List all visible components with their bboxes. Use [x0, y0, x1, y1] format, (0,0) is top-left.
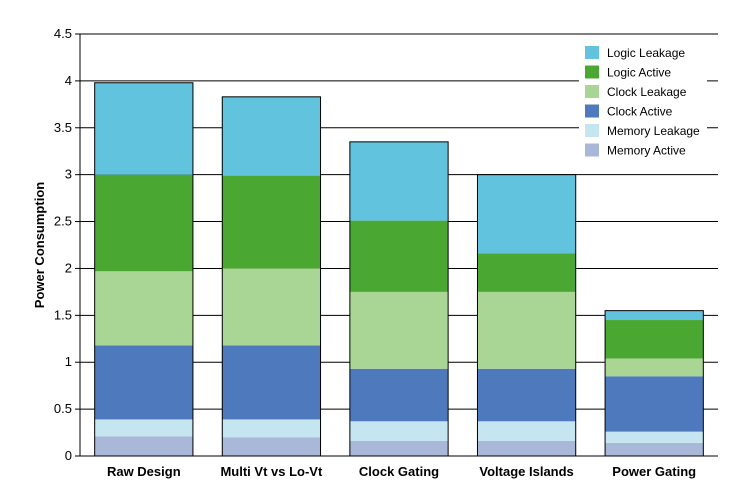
y-tick-label: 0 — [65, 448, 72, 463]
bar-segment — [605, 358, 704, 377]
legend-swatch — [585, 143, 599, 157]
y-tick-label: 1.5 — [54, 307, 72, 322]
legend-label: Memory Leakage — [607, 124, 700, 138]
legend-label: Clock Active — [607, 105, 673, 119]
bar-stack — [221, 96, 322, 457]
bar-segment — [94, 271, 193, 346]
y-tick-label: 2 — [65, 260, 72, 275]
y-tick-label: 4 — [65, 73, 72, 88]
x-category-label: Power Gating — [612, 464, 696, 479]
legend-label: Logic Active — [607, 66, 671, 80]
legend-swatch — [585, 46, 599, 59]
y-tick-label: 2.5 — [54, 214, 72, 229]
x-category-labels: Raw Design Multi Vt vs Lo-Vt Clock Gating V… — [107, 464, 696, 479]
bar-segment — [349, 291, 449, 369]
legend-item: Memory Active — [585, 143, 686, 158]
legend-swatch — [585, 65, 599, 79]
bar-stack — [604, 310, 704, 457]
legend-swatch — [585, 85, 599, 98]
bar-segment — [477, 291, 576, 369]
bar-stack — [94, 82, 194, 457]
x-category-label: Clock Gating — [359, 464, 439, 479]
legend-label: Logic Leakage — [607, 46, 685, 60]
y-tick-label: 3.5 — [54, 120, 72, 135]
bar-segment — [94, 419, 193, 437]
bar-stack — [476, 174, 577, 457]
x-category-label: Raw Design — [107, 464, 181, 479]
y-tick-label: 0.5 — [54, 401, 72, 416]
x-category-label: Voltage Islands — [479, 464, 573, 479]
bar-stack — [349, 141, 449, 457]
bar-segment — [94, 82, 193, 175]
bar-segment — [222, 96, 321, 176]
y-tick-label: 1 — [65, 354, 72, 369]
bars — [94, 82, 704, 457]
bar-segment — [605, 310, 704, 321]
bar-segment — [222, 345, 321, 420]
legend-item: Logic Active — [585, 65, 671, 80]
legend: Logic Leakage Logic Active Clock Leakage Cl… — [579, 40, 707, 162]
bar-segment — [349, 421, 449, 441]
bar-segment — [349, 440, 449, 456]
y-tick-label: 4.5 — [54, 26, 72, 41]
legend-item: Logic Leakage — [585, 46, 685, 60]
bar-segment — [605, 376, 704, 432]
bar-segment — [477, 253, 576, 292]
legend-item: Memory Leakage — [585, 124, 700, 138]
bar-segment — [605, 320, 704, 359]
bar-segment — [94, 345, 193, 420]
legend-item: Clock Active — [585, 104, 673, 119]
bar-segment — [477, 421, 576, 441]
legend-box — [579, 40, 707, 162]
y-tick-labels: 0 0.5 1 1.5 2 2.5 3 3.5 4 4.5 — [54, 26, 80, 463]
bar-segment — [605, 431, 704, 443]
legend-swatch — [585, 104, 599, 118]
axes — [79, 34, 718, 457]
x-category-label: Multi Vt vs Lo-Vt — [220, 464, 323, 479]
bar-segment — [222, 419, 321, 438]
bar-segment — [94, 436, 193, 456]
bar-segment — [222, 268, 321, 346]
bar-segment — [477, 368, 576, 422]
legend-label: Memory Active — [607, 144, 686, 158]
bar-segment — [349, 368, 449, 422]
bar-segment — [222, 175, 321, 269]
bar-segment — [605, 442, 704, 456]
y-axis-title: Power Consumption — [32, 182, 47, 308]
legend-swatch — [585, 124, 599, 137]
bar-segment — [477, 440, 576, 456]
bar-segment — [94, 174, 193, 272]
bar-segment — [349, 141, 449, 221]
bar-segment — [222, 437, 321, 456]
bar-segment — [349, 220, 449, 292]
legend-label: Clock Leakage — [607, 85, 687, 99]
y-tick-label: 3 — [65, 167, 72, 182]
legend-item: Clock Leakage — [585, 85, 687, 99]
bar-segment — [477, 174, 576, 254]
